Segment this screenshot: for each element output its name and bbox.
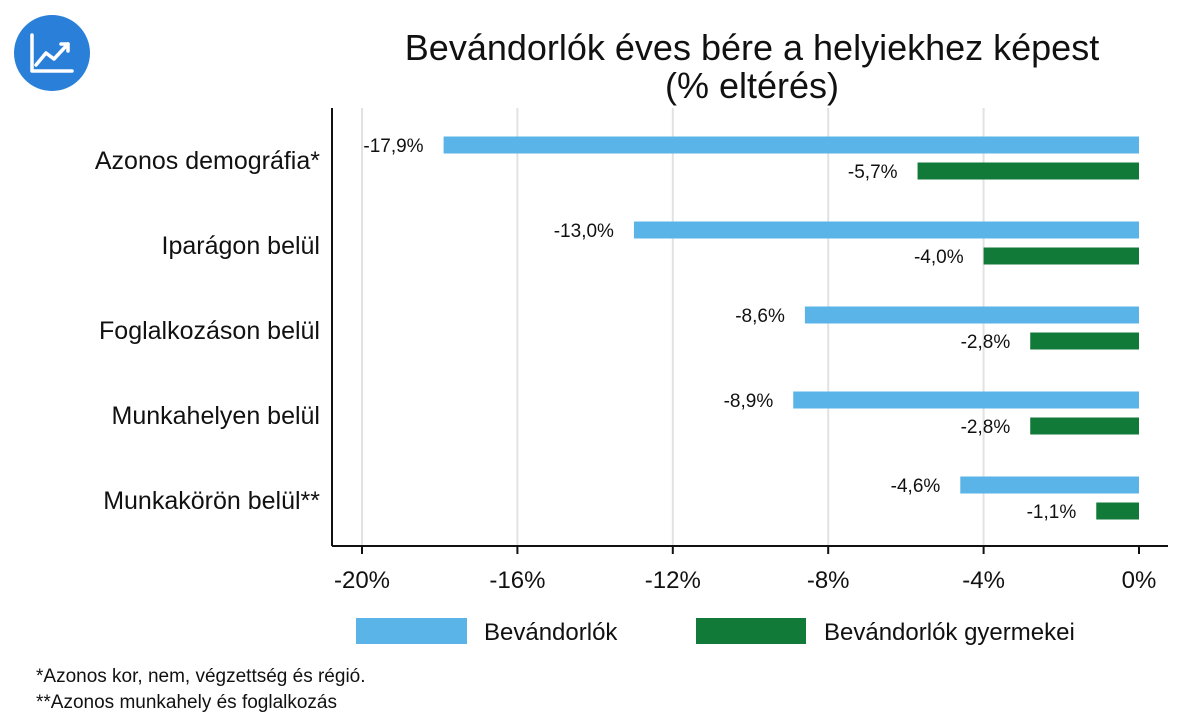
category-label-0: Azonos demográfia*	[95, 147, 320, 175]
bar-bevandorlok-2	[804, 306, 1139, 324]
bar-gyermekei-1	[983, 247, 1139, 265]
bar-gyermekei-3	[1030, 417, 1139, 435]
footnote-demography: *Azonos kor, nem, végzettség és régió.	[36, 666, 366, 687]
data-label-gyermekei-2: -2,8%	[961, 332, 1011, 353]
category-label-2: Foglalkozáson belül	[99, 317, 320, 345]
x-tick-label-5: 0%	[1122, 567, 1157, 594]
data-label-gyermekei-4: -1,1%	[1027, 502, 1077, 523]
legend-label-gyermekei: Bevándorlók gyermekei	[824, 619, 1075, 646]
bar-bevandorlok-4	[960, 476, 1139, 494]
legend-swatch-gyermekei	[696, 618, 806, 644]
grid-lines	[361, 108, 985, 546]
category-label-1: Iparágon belül	[162, 232, 320, 260]
x-tick-label-2: -12%	[645, 567, 701, 594]
legend: Bevándorlók Bevándorlók gyermekei	[356, 618, 1075, 646]
axes	[331, 108, 1168, 554]
category-label-4: Munkakörön belül**	[103, 487, 320, 515]
data-label-bevandorlok-2: -8,6%	[735, 306, 785, 327]
bars	[443, 136, 1140, 520]
bar-gyermekei-2	[1030, 332, 1139, 350]
line-chart-icon	[14, 15, 90, 91]
data-label-bevandorlok-0: -17,9%	[363, 136, 423, 157]
chart-title-line-1: Bevándorlók éves bére a helyiekhez képes…	[405, 27, 1099, 68]
category-label-3: Munkahelyen belül	[112, 402, 320, 430]
labels: -17,9% -13,0% -8,6% -8,9% -4,6% -5,7% -4,0% -2,…	[95, 136, 1156, 594]
bar-gyermekei-4	[1096, 502, 1139, 520]
chart-logo	[14, 15, 90, 91]
bar-bevandorlok-1	[633, 221, 1139, 239]
data-label-bevandorlok-1: -13,0%	[554, 221, 614, 242]
data-label-gyermekei-3: -2,8%	[961, 417, 1011, 438]
x-tick-label-0: -20%	[334, 567, 390, 594]
x-tick-label-1: -16%	[489, 567, 545, 594]
bar-gyermekei-0	[917, 162, 1139, 180]
bar-bevandorlok-3	[793, 391, 1139, 409]
data-label-bevandorlok-3: -8,9%	[724, 391, 774, 412]
data-label-gyermekei-1: -4,0%	[914, 247, 964, 268]
x-tick-label-4: -4%	[962, 567, 1005, 594]
legend-label-bevandorlok: Bevándorlók	[484, 619, 618, 646]
x-tick-label-3: -8%	[807, 567, 850, 594]
data-label-bevandorlok-4: -4,6%	[891, 476, 941, 497]
legend-swatch-bevandorlok	[356, 618, 467, 644]
bar-bevandorlok-0	[443, 136, 1140, 154]
chart-title-line-2: (% eltérés)	[665, 65, 839, 106]
footnote-job: **Azonos munkahely és foglalkozás	[36, 692, 338, 713]
data-label-gyermekei-0: -5,7%	[848, 162, 898, 183]
chart-title: Bevándorlók éves bére a helyiekhez képes…	[405, 27, 1099, 106]
